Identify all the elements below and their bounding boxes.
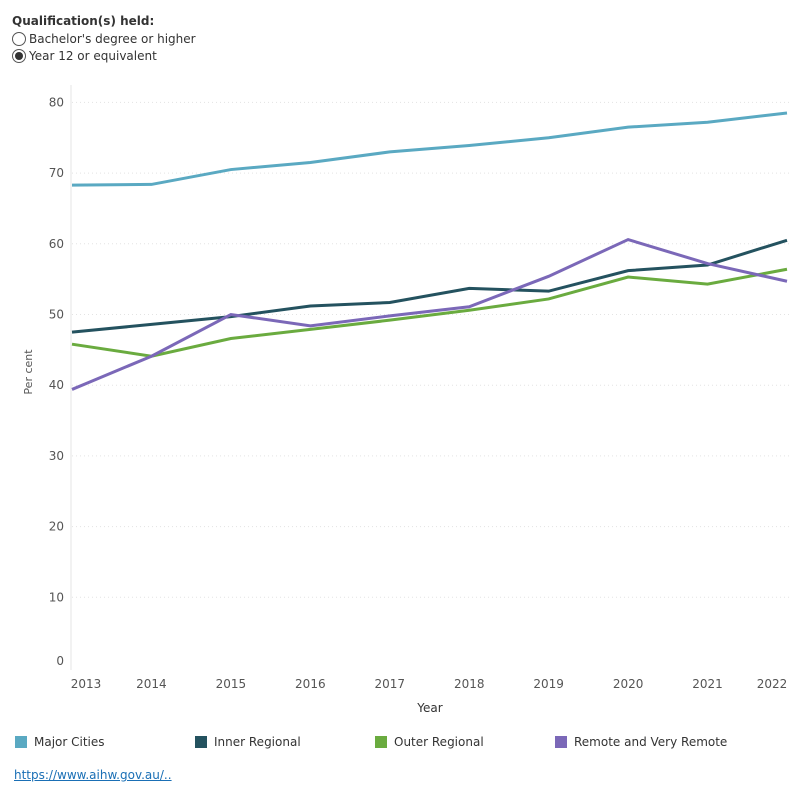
radio-year12[interactable]: Year 12 or equivalent — [12, 49, 157, 63]
x-axis-title: Year — [416, 701, 442, 715]
radio-label: Bachelor's degree or higher — [29, 32, 196, 46]
y-tick-label: 60 — [49, 237, 64, 251]
y-tick-label: 10 — [49, 590, 64, 604]
legend-label: Outer Regional — [394, 735, 484, 749]
series-line-remote-and-very-remote[interactable] — [71, 237, 788, 391]
series-line-outer-regional[interactable] — [71, 267, 788, 358]
legend-item[interactable]: Major Cities — [15, 735, 105, 749]
legend-item[interactable]: Outer Regional — [375, 735, 484, 749]
x-tick-label: 2013 — [71, 677, 102, 691]
y-tick-label: 30 — [49, 449, 64, 463]
legend-swatch — [15, 736, 27, 748]
legend-label: Major Cities — [34, 735, 105, 749]
series-line-inner-regional[interactable] — [71, 238, 788, 334]
y-axis-title: Per cent — [22, 349, 35, 395]
x-tick-label: 2017 — [375, 677, 406, 691]
radio-unselected-icon[interactable] — [12, 32, 26, 46]
filter-title: Qualification(s) held: — [12, 14, 155, 28]
x-tick-label: 2021 — [692, 677, 723, 691]
legend-item[interactable]: Remote and Very Remote — [555, 735, 727, 749]
y-tick-label: 50 — [49, 308, 64, 322]
legend-swatch — [555, 736, 567, 748]
y-tick-label: 40 — [49, 378, 64, 392]
radio-selected-icon[interactable] — [12, 49, 26, 63]
legend-label: Inner Regional — [214, 735, 301, 749]
y-tick-label: 20 — [49, 520, 64, 534]
radio-bachelors[interactable]: Bachelor's degree or higher — [12, 32, 196, 46]
x-tick-label: 2014 — [136, 677, 167, 691]
x-tick-label: 2022 — [757, 677, 788, 691]
y-tick-label: 80 — [49, 95, 64, 109]
legend-swatch — [375, 736, 387, 748]
x-tick-label: 2019 — [533, 677, 564, 691]
line-chart: 0 10 20 30 40 50 60 70 80 2013 2014 2015 2016 2017 20… — [22, 85, 790, 715]
x-tick-label: 2020 — [613, 677, 644, 691]
y-tick-label: 0 — [56, 654, 64, 668]
legend-swatch — [195, 736, 207, 748]
x-tick-label: 2015 — [216, 677, 247, 691]
series-line-major-cities[interactable] — [71, 111, 788, 187]
x-tick-label: 2018 — [454, 677, 485, 691]
y-tick-label: 70 — [49, 166, 64, 180]
legend-item[interactable]: Inner Regional — [195, 735, 301, 749]
radio-label: Year 12 or equivalent — [29, 49, 157, 63]
legend-label: Remote and Very Remote — [574, 735, 728, 749]
source-link[interactable]: https://www.aihw.gov.au/.. — [14, 768, 172, 782]
x-tick-label: 2016 — [295, 677, 326, 691]
